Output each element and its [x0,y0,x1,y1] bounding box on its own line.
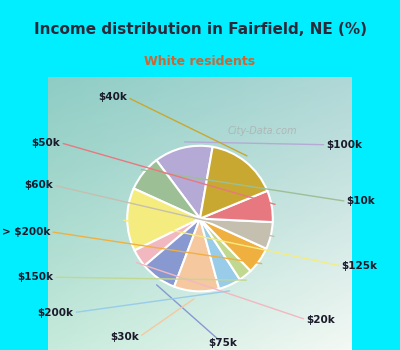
Wedge shape [134,160,200,218]
Text: Income distribution in Fairfield, NE (%): Income distribution in Fairfield, NE (%) [34,22,366,36]
Text: $150k: $150k [17,272,53,282]
Text: $75k: $75k [208,338,237,348]
Text: $60k: $60k [25,180,53,190]
Wedge shape [200,218,240,289]
Wedge shape [174,218,219,291]
Text: $200k: $200k [38,308,74,317]
Text: $100k: $100k [326,140,362,150]
Wedge shape [200,218,266,271]
Wedge shape [144,218,200,287]
Wedge shape [134,218,200,266]
Wedge shape [200,191,273,222]
Wedge shape [200,218,273,248]
Wedge shape [200,218,250,279]
Text: $125k: $125k [342,261,378,271]
Text: $40k: $40k [98,92,127,102]
Text: City-Data.com: City-Data.com [228,126,297,136]
Text: > $200k: > $200k [2,227,50,237]
Wedge shape [127,189,200,251]
Text: $30k: $30k [110,332,139,342]
Text: $50k: $50k [32,138,60,148]
Wedge shape [156,146,213,218]
Text: $10k: $10k [347,196,375,206]
Text: White residents: White residents [144,55,256,69]
Wedge shape [200,147,267,218]
Text: $20k: $20k [306,315,335,325]
